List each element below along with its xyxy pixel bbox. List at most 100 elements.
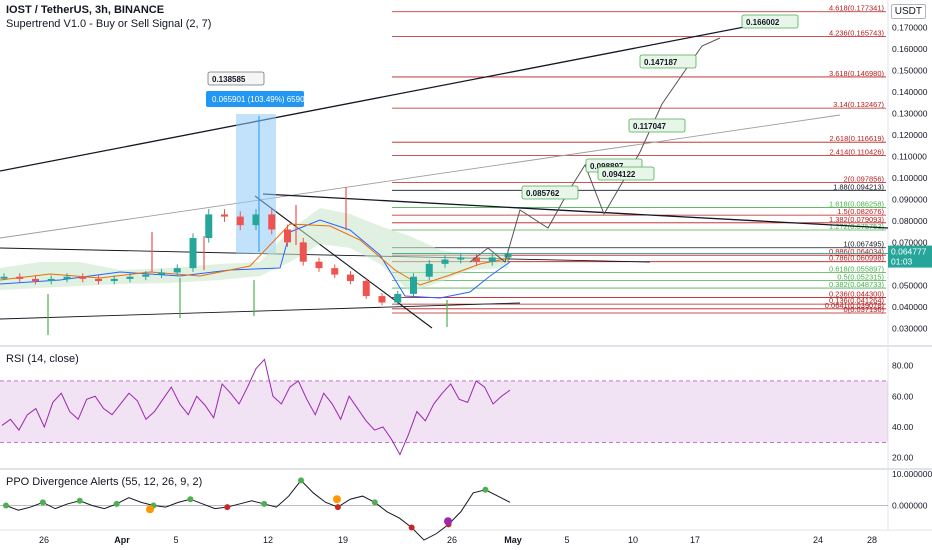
cloud-area — [0, 208, 508, 292]
candle-body — [63, 276, 71, 279]
projection-path — [469, 37, 721, 263]
candle-body — [362, 281, 370, 297]
target-callout-text: 0.094122 — [602, 170, 636, 179]
upper-channel-line — [0, 21, 771, 172]
fib-level-label: 3.618(0.146980) — [829, 69, 885, 78]
ppo-dot — [334, 504, 341, 511]
fib-level-label: 0(0.037136) — [844, 305, 885, 314]
supertrend-title: Supertrend V1.0 - Buy or Sell Signal (2,… — [6, 18, 212, 30]
candle-body — [95, 278, 102, 282]
candle-body — [79, 276, 87, 279]
candle-body — [252, 214, 260, 226]
candle-body — [284, 229, 291, 243]
price-tick-label: 0.140000 — [892, 87, 928, 97]
fib-level-label: 0.618(0.055897) — [829, 265, 885, 274]
mid-channel-line — [0, 114, 841, 239]
ppo-line — [5, 479, 511, 541]
symbol-title: IOST / TetherUS, 3h, BINANCE — [6, 4, 165, 16]
candle-body — [110, 278, 118, 282]
measure-range-box — [236, 114, 276, 254]
rsi-tick-label: 80.00 — [892, 361, 914, 371]
candle-body — [410, 276, 417, 294]
target-callout-text: 0.117047 — [633, 122, 666, 131]
ppo-dot — [187, 496, 194, 503]
fib-level-label: 1.88(0.094213) — [833, 182, 884, 191]
candle-body — [394, 293, 402, 303]
price-tick-label: 0.110000 — [892, 151, 927, 161]
price-tick-label: 0.080000 — [892, 216, 928, 226]
fib-level-label: 0.0641(0.039078) — [825, 301, 885, 310]
candle-body — [457, 257, 465, 260]
ppo-dot — [76, 497, 83, 504]
price-tick-label: 0.050000 — [892, 280, 928, 290]
unit-badge[interactable]: USDT — [890, 4, 926, 19]
candle-body — [504, 253, 512, 258]
target-callout-text: 0.166002 — [746, 18, 780, 27]
candle-body — [425, 263, 433, 277]
candle-body — [221, 214, 228, 217]
candle-body — [0, 276, 8, 279]
price-tick-label: 0.150000 — [892, 65, 928, 75]
candle-body — [315, 261, 323, 269]
time-tick-label: 17 — [690, 535, 700, 545]
fib-level-label: 2(0.097856) — [844, 175, 885, 184]
horizontal-resistance-line — [0, 247, 651, 263]
ppo-dot — [224, 504, 231, 511]
candle-body — [331, 268, 339, 275]
candle-body — [189, 238, 197, 269]
time-tick-label: 12 — [263, 535, 273, 545]
ppo-dot — [39, 499, 46, 506]
candle-body — [205, 214, 213, 239]
price-tick-label: 0.090000 — [892, 194, 928, 204]
candle-body — [126, 276, 134, 279]
ppo-title: PPO Divergence Alerts (55, 12, 26, 9, 2) — [6, 476, 203, 488]
measure-label-box — [206, 91, 304, 107]
fib-level-label: 0.136(0.041264) — [829, 296, 885, 305]
ppo-dot — [298, 477, 305, 484]
price-tick-label: 0.070000 — [892, 237, 928, 247]
time-tick-label: 19 — [338, 535, 348, 545]
target-callout-box — [741, 14, 799, 29]
fib-level-label: 1.618(0.086258) — [829, 199, 885, 208]
fib-level-label: 0.236(0.044300) — [829, 290, 885, 299]
target-callout-box — [597, 166, 655, 181]
ppo-dot — [482, 486, 489, 493]
price-tick-label: 0.130000 — [892, 108, 928, 118]
ppo-dot — [113, 500, 120, 507]
fib-level-label: 4.236(0.165743) — [829, 29, 885, 38]
price-badge — [888, 245, 932, 268]
candle-body — [142, 274, 150, 277]
fib-level-label: 1.5(0.082676) — [837, 207, 884, 216]
candle-body — [173, 268, 181, 273]
candle-body — [47, 278, 55, 282]
candle-body — [236, 216, 244, 226]
price-tick-label: 0.030000 — [892, 323, 928, 333]
fib-level-label: 0.5(0.052315) — [837, 272, 884, 281]
target-callout-text: 0.138585 — [212, 75, 246, 84]
ppo-tick-label: 0.000000 — [892, 501, 928, 511]
ppo-tick-label: 10.000000 — [892, 469, 932, 479]
fib-level-label: 1(0.067495) — [844, 240, 885, 249]
candle-body — [378, 296, 386, 303]
target-callout-box — [207, 71, 265, 86]
time-tick-label: 26 — [39, 535, 49, 545]
rsi-tick-label: 60.00 — [892, 391, 914, 401]
candle-body — [441, 259, 449, 264]
fib-level-label: 2.618(0.116619) — [830, 134, 885, 143]
price-tick-label: 0.120000 — [892, 130, 928, 140]
fib-level-label: 2.414(0.110426) — [830, 147, 885, 156]
descending-wedge-line — [254, 195, 433, 329]
ppo-divergence-dot — [146, 505, 154, 514]
time-tick-label: Apr — [114, 535, 130, 545]
time-tick-label: 26 — [447, 535, 457, 545]
ppo-dot — [3, 502, 9, 509]
time-tick-label: 5 — [564, 535, 569, 545]
price-tick-label: 0.170000 — [892, 23, 928, 33]
rsi-title: RSI (14, close) — [6, 353, 79, 365]
candle-body — [488, 257, 496, 262]
ppo-dot — [408, 524, 415, 531]
price-badge-value: 0.064777 — [891, 247, 927, 257]
ppo-divergence-dot — [444, 517, 452, 526]
target-callout-box — [521, 185, 579, 200]
